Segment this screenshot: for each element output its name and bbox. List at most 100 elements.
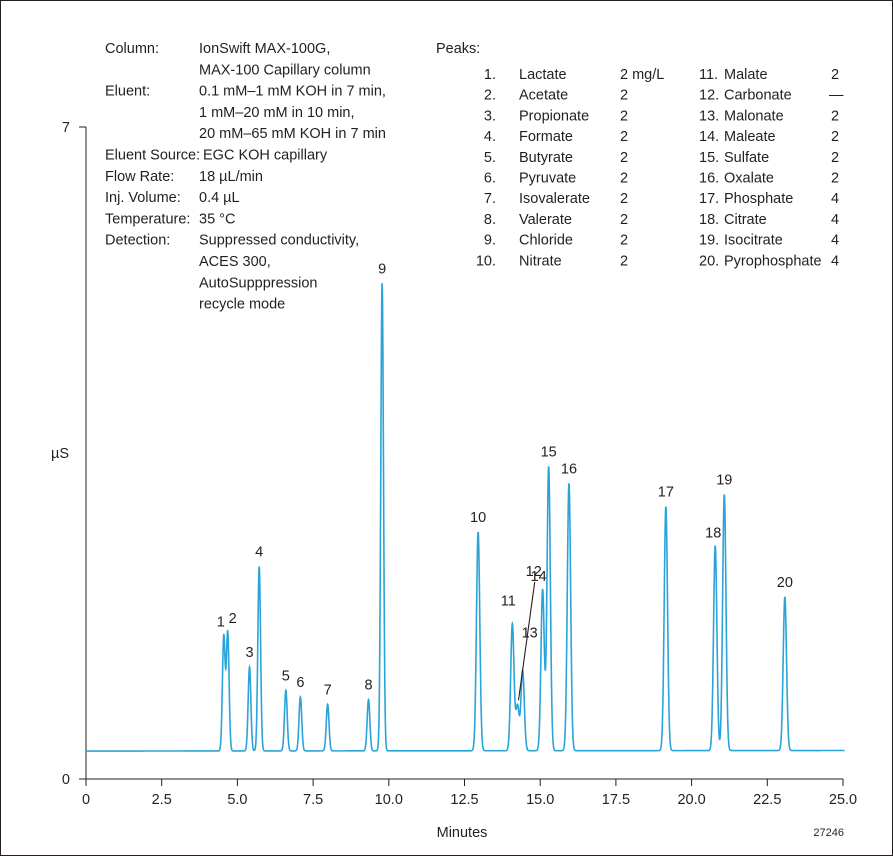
axes: 0 2.5 5.0 7.5 10.0 12.5 15.0 17.5 20.0 22.5 25.007 — [62, 120, 857, 808]
peak-list-concentration: 2 — [620, 129, 628, 145]
peak-list-concentration: 2 — [620, 150, 628, 166]
peaks-title: Peaks: — [436, 41, 480, 57]
peak-list-concentration: 2 — [620, 171, 628, 187]
peak-list-number: 2. — [484, 88, 496, 104]
peak-label: 6 — [296, 675, 304, 691]
condition-value: EGC KOH capillary — [203, 148, 328, 164]
peak-label: 3 — [245, 645, 253, 661]
condition-label: Flow Rate: — [105, 169, 174, 185]
x-tick-label: 22.5 — [753, 792, 781, 808]
conditions-legend: Column: IonSwift MAX-100G, MAX-100 Capilla… — [105, 41, 386, 313]
peak-list-number: 10. — [476, 253, 496, 269]
peak-list-number: 13. — [699, 108, 719, 124]
peak-label: 12 — [526, 564, 542, 580]
x-tick-label: 17.5 — [602, 792, 630, 808]
x-tick-label: 2.5 — [152, 792, 172, 808]
peak-list-name: Nitrate — [519, 253, 562, 269]
peak-list-concentration: 4 — [831, 212, 839, 228]
peak-list-number: 19. — [699, 233, 719, 249]
condition-value: 1 mM–20 mM in 10 min, — [199, 105, 355, 121]
peak-list-concentration: 2 — [831, 108, 839, 124]
peak-list-name: Isocitrate — [724, 233, 783, 249]
x-tick-label: 12.5 — [450, 792, 478, 808]
peak-label: 19 — [716, 472, 732, 488]
condition-value: 0.1 mM–1 mM KOH in 7 min, — [199, 84, 386, 100]
peak-list-concentration: 4 — [831, 253, 839, 269]
peak-list-name: Carbonate — [724, 88, 792, 104]
peak-list-concentration: 2 — [620, 212, 628, 228]
peak-label: 15 — [541, 444, 557, 460]
peak-list-concentration: 2 — [620, 233, 628, 249]
peak-list-concentration: 2 — [620, 108, 628, 124]
condition-value: AutoSupppression — [199, 275, 318, 291]
condition-value: 0.4 µL — [199, 190, 240, 206]
peak-list-name: Malate — [724, 67, 768, 83]
peak-list-concentration: 2 — [620, 191, 628, 207]
peak-list-name: Butyrate — [519, 150, 573, 166]
peak-list-name: Formate — [519, 129, 573, 145]
peak-list: Peaks:1. Lactate 2 mg/L 2. Acetate 2 3. Propion… — [436, 41, 844, 269]
peak-list-name: Chloride — [519, 233, 573, 249]
condition-label: Inj. Volume: — [105, 190, 181, 206]
peak-list-number: 6. — [484, 171, 496, 187]
peak-list-number: 9. — [484, 233, 496, 249]
peak-list-concentration: 2 — [831, 150, 839, 166]
x-tick-label: 7.5 — [303, 792, 323, 808]
condition-value: MAX-100 Capillary column — [199, 62, 371, 78]
peak-list-number: 17. — [699, 191, 719, 207]
peak-list-number: 8. — [484, 212, 496, 228]
peak-list-number: 15. — [699, 150, 719, 166]
peak-label: 11 — [501, 594, 516, 610]
peak-list-name: Oxalate — [724, 171, 774, 187]
condition-value: 18 µL/min — [199, 169, 263, 185]
peak-label: 13 — [522, 625, 538, 641]
peak-label: 7 — [324, 682, 332, 698]
x-tick-label: 15.0 — [526, 792, 554, 808]
peak-list-number: 16. — [699, 171, 719, 187]
peak-label: 4 — [255, 545, 263, 561]
peak-label: 14 — [531, 569, 547, 585]
x-tick-label: 5.0 — [227, 792, 247, 808]
condition-label: Detection: — [105, 233, 170, 249]
peak-label: 18 — [705, 526, 721, 542]
peak-list-name: Pyrophosphate — [724, 253, 822, 269]
peak-list-name: Phosphate — [724, 191, 793, 207]
peak-label: 16 — [561, 461, 577, 477]
x-tick-label: 20.0 — [677, 792, 705, 808]
peak-list-concentration: 2 — [620, 253, 628, 269]
condition-label: Eluent: — [105, 84, 150, 100]
peak-list-concentration: 2 mg/L — [620, 67, 664, 83]
peak-label: 1 — [217, 615, 225, 631]
peak-list-number: 12. — [699, 88, 719, 104]
peak-label: 10 — [470, 510, 486, 526]
condition-label: Eluent Source: — [105, 148, 200, 164]
peak-list-name: Propionate — [519, 108, 589, 124]
condition-value: 20 mM–65 mM KOH in 7 min — [199, 126, 386, 142]
peak-list-name: Malonate — [724, 108, 784, 124]
x-tick-label: 10.0 — [375, 792, 403, 808]
peak-list-concentration: 2 — [831, 171, 839, 187]
peak-list-concentration: 2 — [831, 67, 839, 83]
y-tick-label: 7 — [62, 120, 70, 136]
peak-12-leader-line — [517, 581, 536, 701]
condition-value: recycle mode — [199, 297, 285, 313]
peak-list-concentration: 2 — [620, 88, 628, 104]
peak-list-name: Valerate — [519, 212, 572, 228]
signal-line — [86, 283, 845, 752]
x-axis-label: Minutes — [437, 825, 488, 841]
figure-id: 27246 — [813, 827, 844, 839]
condition-value: 35 °C — [199, 211, 235, 227]
peak-label: 5 — [282, 668, 290, 684]
condition-value: ACES 300, — [199, 254, 271, 270]
peak-list-number: 4. — [484, 129, 496, 145]
peak-list-number: 14. — [699, 129, 719, 145]
peak-list-number: 20. — [699, 253, 719, 269]
peak-list-number: 11. — [699, 67, 718, 83]
chromatogram-trace — [86, 283, 845, 752]
peak-list-number: 18. — [699, 212, 719, 228]
peak-list-name: Sulfate — [724, 150, 769, 166]
peak-list-concentration: 4 — [831, 233, 839, 249]
peak-list-number: 7. — [484, 191, 496, 207]
